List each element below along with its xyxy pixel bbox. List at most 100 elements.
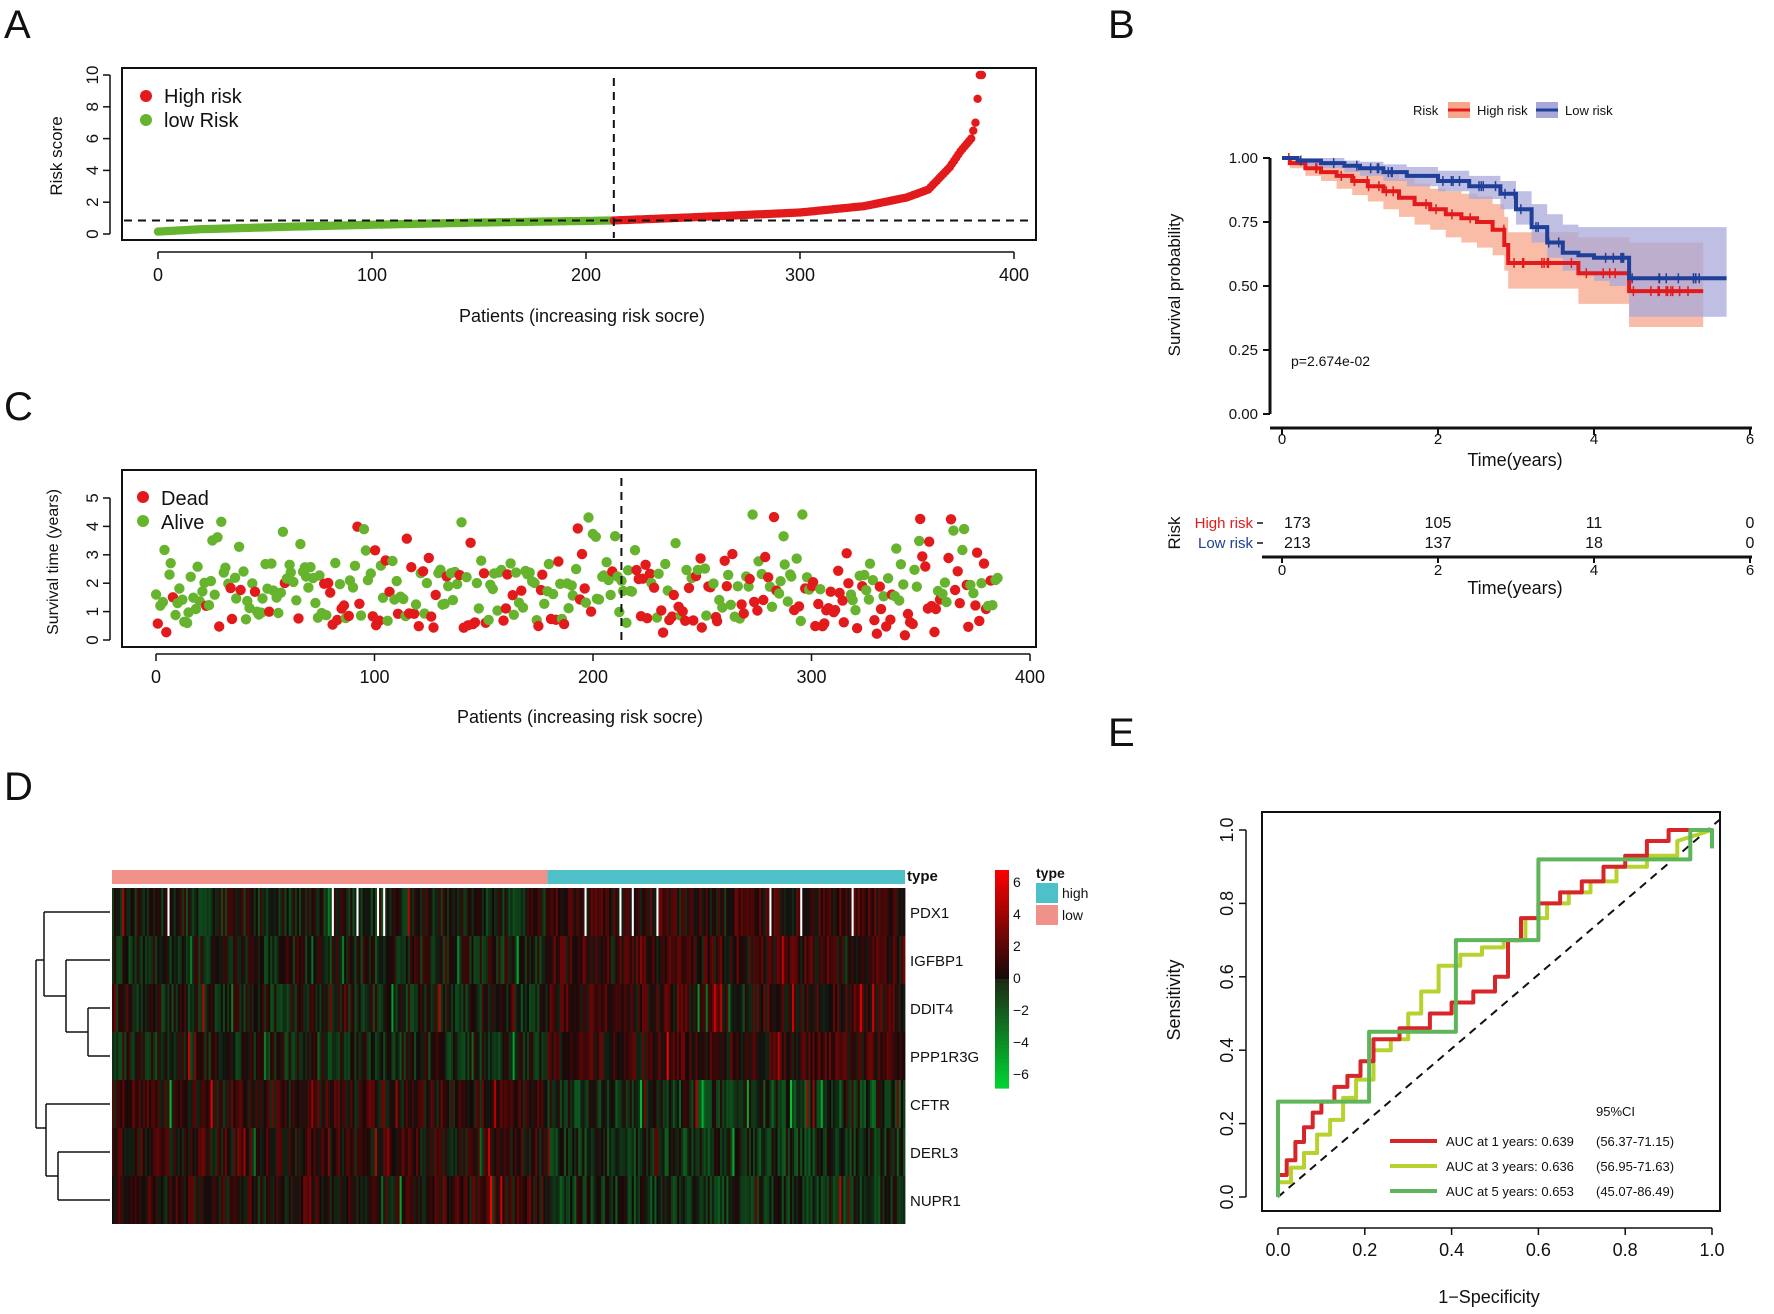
- heatmap-cell: [849, 1080, 852, 1128]
- alive-patient-point: [209, 589, 220, 600]
- heatmap-cell: [750, 936, 754, 984]
- heatmap-cell: [742, 1128, 746, 1176]
- heatmap-cell: [594, 1080, 598, 1128]
- heatmap-cell: [379, 936, 382, 984]
- alive-patient-point: [150, 589, 162, 600]
- alive-patient-point: [382, 615, 393, 626]
- heatmap-cell: [623, 1128, 626, 1176]
- heatmap-cell: [457, 888, 460, 936]
- heatmap-cell: [734, 1032, 737, 1080]
- heatmap-cell: [340, 1128, 343, 1176]
- heatmap-cell: [477, 984, 481, 1032]
- heatmap-cell: [574, 1032, 577, 1080]
- heatmap-cell: [224, 1128, 228, 1176]
- heatmap-cell: [804, 1128, 807, 1176]
- heatmap-cell: [387, 984, 390, 1032]
- heatmap-cell: [301, 984, 304, 1032]
- heatmap-cell: [463, 984, 466, 1032]
- heatmap-cell: [253, 1176, 257, 1224]
- heatmap-cell: [214, 1080, 218, 1128]
- heatmap-cell: [220, 1128, 224, 1176]
- heatmap-cell: [381, 936, 384, 984]
- heatmap-cell: [563, 936, 567, 984]
- heatmap-cell: [479, 984, 483, 1032]
- heatmap-cell: [637, 1128, 641, 1176]
- heatmap-cell: [613, 1176, 616, 1224]
- heatmap-cell: [352, 1032, 355, 1080]
- heatmap-cell: [603, 1080, 606, 1128]
- heatmap-cell: [231, 1128, 234, 1176]
- heatmap-cell: [886, 1128, 889, 1176]
- heatmap-cell: [298, 888, 302, 936]
- heatmap-cell: [194, 888, 197, 936]
- heatmap-cell: [112, 1176, 115, 1224]
- heatmap-cell: [868, 888, 871, 936]
- heatmap-cell: [705, 1032, 709, 1080]
- heatmap-cell: [496, 1080, 499, 1128]
- heatmap-cell: [849, 936, 852, 984]
- heatmap-cell: [789, 1176, 793, 1224]
- heatmap-cell: [685, 1128, 688, 1176]
- heatmap-cell: [377, 1032, 380, 1080]
- heatmap-cell: [298, 1032, 302, 1080]
- heatmap-cell: [436, 1176, 440, 1224]
- heatmap-cell: [358, 1176, 361, 1224]
- heatmap-cell: [775, 1032, 779, 1080]
- heatmap-cell: [826, 1032, 830, 1080]
- heatmap-cell: [648, 1128, 651, 1176]
- heatmap-cell: [151, 936, 154, 984]
- heatmap-cell: [344, 984, 347, 1032]
- heatmap-cell: [590, 1176, 594, 1224]
- heatmap-cell: [660, 888, 663, 936]
- panel-c-xlabel: Patients (increasing risk socre): [457, 707, 703, 727]
- heatmap-cell: [533, 1176, 536, 1224]
- dead-patient-point: [943, 552, 954, 564]
- heatmap-cell: [878, 1128, 881, 1176]
- heatmap-cell: [455, 888, 458, 936]
- heatmap-cell: [245, 1080, 248, 1128]
- heatmap-cell: [432, 984, 435, 1032]
- heatmap-cell: [483, 1128, 487, 1176]
- heatmap-cell: [687, 888, 690, 936]
- heatmap-cell: [687, 1032, 690, 1080]
- heatmap-cell: [130, 1080, 133, 1128]
- heatmap-cell: [311, 1176, 314, 1224]
- heatmap-cell: [218, 1032, 222, 1080]
- heatmap-cell: [670, 1176, 674, 1224]
- heatmap-cell: [331, 936, 335, 984]
- alive-patient-point: [257, 593, 268, 604]
- colorbar-step: [995, 979, 1009, 984]
- dead-patient-point: [325, 587, 336, 598]
- heatmap-cell: [868, 1080, 871, 1128]
- heatmap-cell: [426, 1176, 429, 1224]
- heatmap-cell: [333, 1128, 337, 1176]
- legend-label-3: AUC at 5 years: 0.653: [1446, 1184, 1574, 1199]
- heatmap-cell: [644, 984, 647, 1032]
- heatmap-cell: [553, 888, 557, 936]
- panel-b-table-count: 0: [1746, 515, 1755, 532]
- heatmap-cell: [693, 1080, 696, 1128]
- heatmap-cell: [812, 1032, 815, 1080]
- heatmap-row-derl3: [112, 1128, 906, 1176]
- heatmap-cell: [726, 1176, 729, 1224]
- heatmap-cell: [364, 984, 368, 1032]
- heatmap-cell: [617, 888, 620, 936]
- legend-ci-2: (56.95-71.63): [1596, 1159, 1674, 1174]
- dead-patient-point: [401, 533, 412, 544]
- heatmap-cell: [769, 1176, 772, 1224]
- colorbar-step: [995, 1011, 1009, 1016]
- heatmap-cell: [159, 888, 162, 936]
- heatmap-cell: [185, 1032, 189, 1080]
- heatmap-cell: [288, 1128, 292, 1176]
- heatmap-cell: [861, 984, 865, 1032]
- heatmap-cell: [364, 1128, 368, 1176]
- heatmap-cell: [876, 1032, 879, 1080]
- heatmap-cell: [393, 984, 396, 1032]
- heatmap-cell: [116, 1176, 119, 1224]
- heatmap-cell: [707, 1080, 711, 1128]
- heatmap-cell: [896, 1176, 900, 1224]
- heatmap-cell: [358, 936, 361, 984]
- heatmap-cell: [333, 984, 337, 1032]
- heatmap-cell: [619, 888, 622, 936]
- heatmap-cell: [286, 984, 290, 1032]
